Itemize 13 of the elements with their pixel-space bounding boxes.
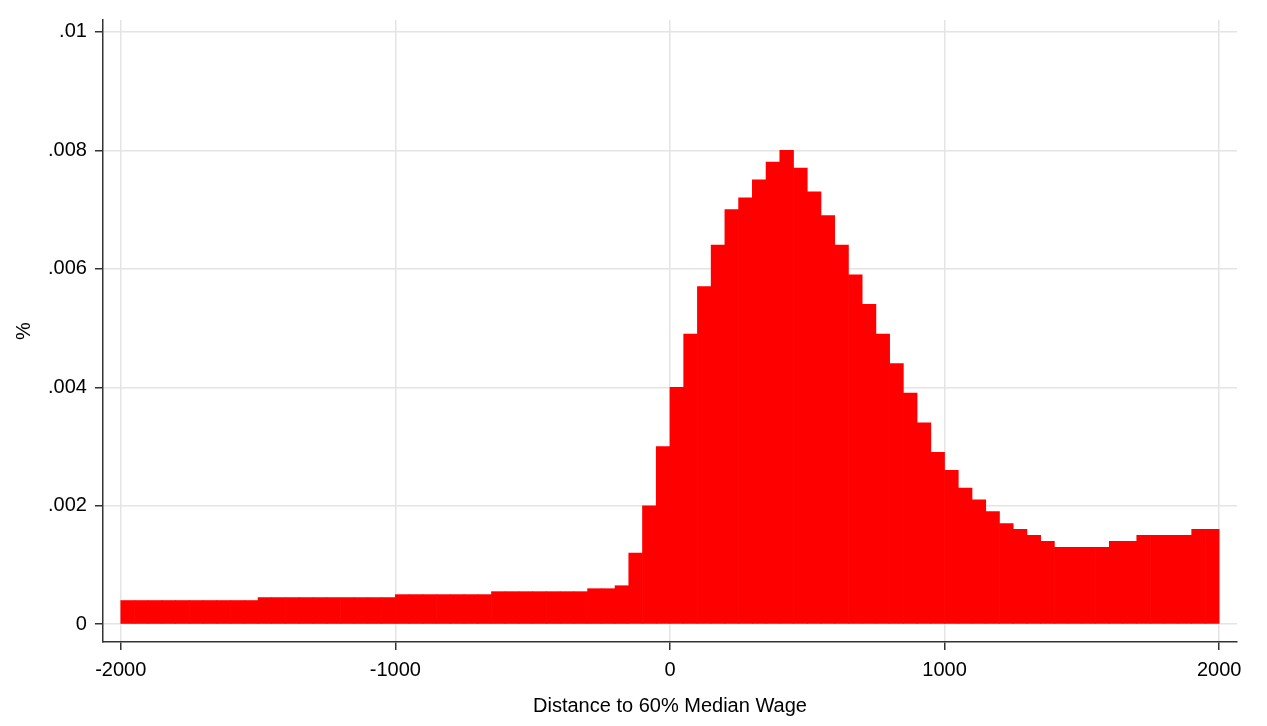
y-tick-label: 0 [75,611,87,634]
y-tick-label: .002 [47,493,87,516]
y-tick-label: .006 [47,256,87,279]
y-tick-label: .01 [59,19,87,42]
y-axis-title: % [11,321,34,340]
y-tick-label: .008 [47,137,87,160]
x-axis-title: Distance to 60% Median Wage [533,693,807,716]
x-tick-label: 0 [664,657,676,680]
x-tick-label: 2000 [1196,657,1242,680]
x-tick-label: -1000 [369,657,421,680]
x-tick-label: 1000 [922,657,967,680]
y-tick-label: .004 [47,374,87,397]
x-tick-label: -2000 [95,657,147,680]
